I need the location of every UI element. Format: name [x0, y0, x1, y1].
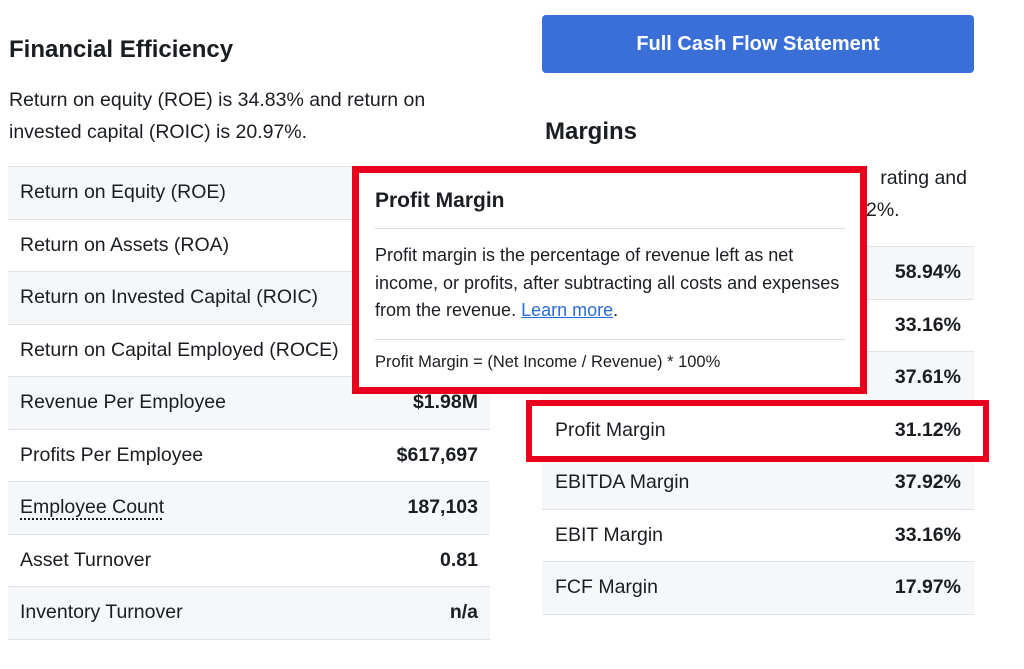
employee-count-link[interactable]: Employee Count [20, 496, 165, 519]
table-row: EBITDA Margin 37.92% [542, 457, 974, 510]
table-row: EBIT Margin 33.16% [542, 510, 974, 562]
tooltip-content: Profit Margin Profit margin is the perce… [375, 189, 845, 372]
tooltip-body: Profit margin is the percentage of reven… [375, 229, 845, 340]
table-row: Inventory Turnover n/a [8, 587, 490, 640]
full-cash-flow-statement-button[interactable]: Full Cash Flow Statement [542, 15, 974, 73]
row-label: EBITDA Margin [555, 471, 690, 494]
row-value: 0.81 [440, 548, 478, 571]
margins-title: Margins [545, 118, 638, 145]
row-label: Inventory Turnover [20, 601, 183, 624]
row-value: $617,697 [396, 443, 478, 466]
table-row: Return on Assets (ROA) [8, 220, 490, 272]
row-label: Profits Per Employee [20, 443, 204, 466]
row-value: 33.16% [894, 523, 961, 546]
row-label: FCF Margin [555, 576, 658, 599]
row-value: 187,103 [407, 496, 479, 519]
margins-description: rating and 2%. [545, 162, 985, 226]
learn-more-link[interactable]: Learn more [521, 300, 614, 320]
tooltip-title: Profit Margin [375, 189, 845, 229]
row-value: n/a [449, 601, 478, 624]
table-row: Return on Capital Employed (ROCE) [8, 325, 490, 377]
row-value: 37.92% [894, 471, 961, 494]
row-value: $1.98M [412, 391, 478, 414]
row-label: Profit Margin [555, 418, 666, 441]
row-label: EBIT Margin [555, 523, 664, 546]
financial-efficiency-title: Financial Efficiency [9, 36, 234, 63]
table-row-profit-margin[interactable]: Profit Margin 31.12% [542, 405, 974, 457]
tooltip-body-text: Profit margin is the percentage of reven… [375, 245, 840, 320]
table-row: Asset Turnover 0.81 [8, 535, 490, 587]
table-row: Profits Per Employee $617,697 [8, 430, 490, 482]
table-row: Employee Count 187,103 [8, 482, 490, 535]
table-row: FCF Margin 17.97% [542, 562, 974, 615]
financial-efficiency-description: Return on equity (ROE) is 34.83% and ret… [9, 89, 426, 143]
row-value: 31.12% [894, 418, 961, 441]
row-label: Return on Equity (ROE) [20, 181, 226, 204]
margins-description-line2: 2%. [866, 199, 900, 221]
profit-margin-tooltip: Profit Margin Profit margin is the perce… [352, 166, 867, 394]
row-value: 33.16% [894, 313, 961, 336]
row-label: Return on Capital Employed (ROCE) [20, 338, 339, 361]
row-label: Return on Assets (ROA) [20, 233, 230, 256]
tooltip-formula: Profit Margin = (Net Income / Revenue) *… [375, 352, 721, 371]
margins-description-line1: rating and [880, 167, 967, 189]
row-label: Return on Invested Capital (ROIC) [20, 286, 319, 309]
row-value: 17.97% [894, 576, 961, 599]
row-label: Revenue Per Employee [20, 391, 226, 414]
row-value: 58.94% [894, 261, 961, 284]
row-label: Asset Turnover [20, 548, 152, 571]
row-value: 37.61% [894, 366, 961, 389]
